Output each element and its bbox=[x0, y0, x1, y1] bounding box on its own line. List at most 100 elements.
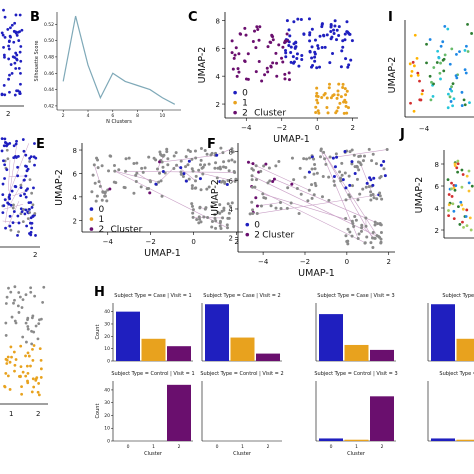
panel-a-point bbox=[30, 342, 34, 346]
panel-a-point bbox=[3, 93, 7, 97]
panel-a-point bbox=[23, 192, 26, 196]
panel-a-point bbox=[29, 364, 32, 368]
panel-f-legend-label: 0 bbox=[254, 221, 260, 231]
panel-a-point bbox=[30, 191, 34, 195]
panel-f-link-line bbox=[274, 178, 376, 223]
panel-f-point bbox=[335, 155, 339, 159]
panel-f-point bbox=[250, 178, 254, 182]
panel-c-point bbox=[300, 53, 304, 57]
panel-a-link-line bbox=[9, 177, 26, 206]
panel-a-point bbox=[34, 324, 38, 328]
panel-f-point bbox=[383, 174, 387, 178]
panel-f-point bbox=[310, 196, 314, 200]
panel-e-point bbox=[214, 226, 218, 230]
panel-c-point bbox=[296, 17, 300, 21]
panel-h-bar bbox=[205, 304, 229, 361]
panel-e-point bbox=[190, 167, 194, 171]
panel-e-point bbox=[214, 161, 218, 165]
panel-a-point bbox=[42, 285, 46, 289]
panel-a-point bbox=[24, 374, 28, 378]
panel-e-point bbox=[207, 185, 211, 189]
panel-a-point bbox=[3, 15, 7, 19]
panel-h-facet-title: Subject Type = Case | Visit = 3 bbox=[317, 293, 394, 299]
panel-i-point bbox=[409, 101, 412, 105]
panel-h-bar bbox=[431, 304, 455, 361]
panel-a-point bbox=[8, 388, 12, 391]
panel-e-point bbox=[221, 216, 225, 220]
panel-f-point bbox=[350, 162, 354, 166]
panel-a-point bbox=[27, 354, 31, 358]
panel-e-point bbox=[198, 177, 202, 181]
panel-j-y-tick-label: 8 bbox=[435, 161, 439, 169]
panel-j-point bbox=[470, 184, 474, 188]
panel-i-plot: UMAP-2 −4 bbox=[387, 20, 474, 133]
panel-e-x-tick-label: −4 bbox=[103, 238, 114, 246]
panel-f-point bbox=[266, 181, 270, 185]
panel-e-legend-label: 2 bbox=[98, 225, 104, 235]
panel-a-point bbox=[37, 322, 41, 326]
panel-e-point bbox=[139, 185, 143, 189]
panel-f-point bbox=[262, 164, 266, 168]
panel-e-point bbox=[174, 151, 178, 155]
panel-a-point bbox=[8, 90, 11, 94]
panel-e-point bbox=[92, 163, 96, 167]
panel-f-point bbox=[250, 174, 254, 178]
panel-c-point bbox=[251, 40, 255, 44]
panel-a-point bbox=[19, 186, 23, 190]
panel-i-point bbox=[455, 52, 458, 56]
panel-e-y-tick-label: 6 bbox=[73, 170, 78, 178]
panel-e-point bbox=[227, 159, 231, 163]
panel-e-point bbox=[205, 152, 209, 156]
panel-f-point bbox=[367, 147, 371, 151]
panel-c-point bbox=[341, 86, 345, 90]
panel-e-point bbox=[226, 202, 230, 206]
panel-j-y-label: UMAP-2 bbox=[414, 177, 425, 214]
panel-e-point bbox=[198, 163, 202, 167]
panel-a-point bbox=[20, 392, 24, 396]
panel-a-point bbox=[14, 13, 18, 17]
panel-c-point bbox=[284, 39, 288, 43]
panel-a-point bbox=[26, 217, 30, 221]
panel-i-point bbox=[438, 71, 442, 75]
panel-a-point bbox=[24, 354, 27, 358]
panel-letter-h: H bbox=[94, 285, 105, 300]
panel-j-point bbox=[450, 195, 454, 198]
panel-c-point bbox=[320, 45, 324, 49]
panel-a-point bbox=[26, 327, 30, 331]
panel-h-bar bbox=[167, 384, 191, 441]
panel-a-point bbox=[24, 153, 28, 157]
panel-e-point bbox=[145, 187, 149, 191]
panel-i-point bbox=[454, 74, 458, 78]
panel-a-point bbox=[8, 214, 12, 218]
panel-a-point bbox=[30, 226, 34, 230]
panel-c-point bbox=[326, 111, 330, 115]
panel-f-point bbox=[343, 149, 347, 153]
panel-a-point bbox=[17, 67, 21, 70]
panel-c-point bbox=[345, 20, 349, 24]
panel-a-point bbox=[31, 377, 35, 381]
panel-i-point bbox=[425, 61, 428, 65]
panel-a-point bbox=[25, 364, 29, 368]
panel-a-point bbox=[32, 385, 36, 389]
panel-f-point bbox=[341, 178, 345, 182]
panel-i-point bbox=[432, 66, 436, 69]
panel-e-point bbox=[103, 190, 107, 194]
panel-f-point bbox=[369, 241, 373, 245]
panel-a-point bbox=[33, 163, 36, 167]
panel-i-point bbox=[448, 87, 452, 91]
panel-a-point bbox=[32, 330, 36, 334]
panel-a-point bbox=[8, 193, 12, 197]
panel-f-point bbox=[348, 150, 352, 154]
panel-a-point bbox=[8, 224, 12, 228]
panel-j-point bbox=[465, 174, 469, 178]
panel-f-point bbox=[248, 212, 252, 216]
panel-f-point bbox=[378, 221, 382, 225]
panel-h-y-tick-label: 0 bbox=[107, 439, 110, 445]
panel-i-point bbox=[463, 103, 467, 107]
panel-c-point bbox=[292, 20, 296, 24]
panel-a-point bbox=[18, 13, 22, 17]
panel-f-point bbox=[373, 223, 377, 227]
panel-c-point bbox=[287, 78, 291, 82]
panel-a-point bbox=[15, 139, 18, 143]
panel-j-point bbox=[453, 188, 457, 192]
